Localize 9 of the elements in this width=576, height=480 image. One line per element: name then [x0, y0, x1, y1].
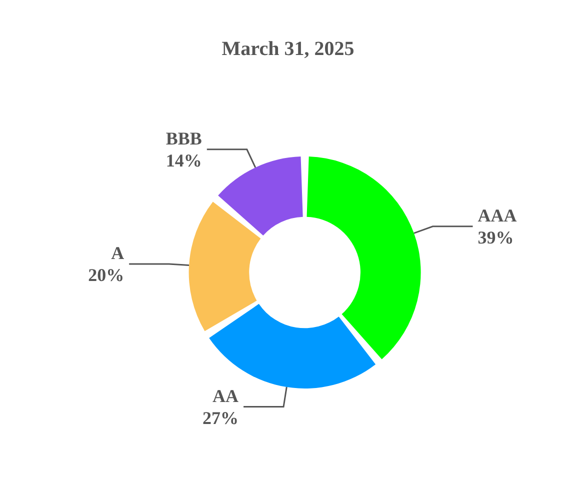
data-label: 27%	[202, 408, 239, 428]
chart-title: March 31, 2025	[222, 38, 354, 60]
slice-label: A	[111, 242, 124, 263]
data-label: 20%	[88, 264, 124, 285]
slice-label: BBB	[166, 128, 202, 148]
data-label: 14%	[166, 150, 202, 170]
slice-label: AA	[212, 386, 239, 406]
data-label: 39%	[478, 227, 514, 248]
slice-label: AAA	[478, 205, 517, 226]
